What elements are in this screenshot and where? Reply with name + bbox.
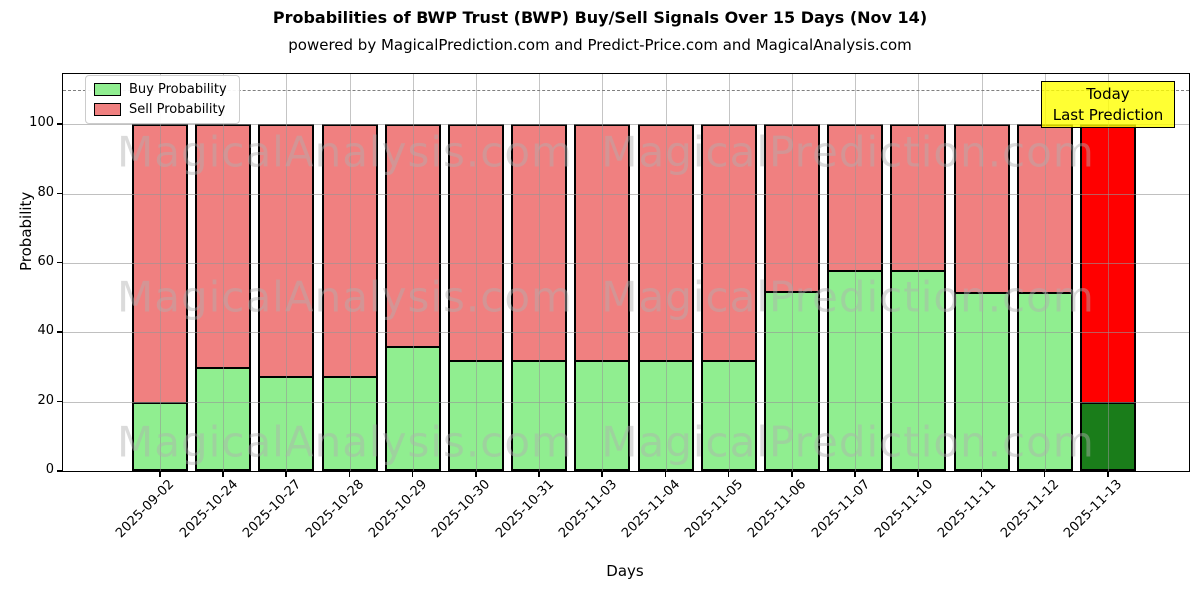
x-tick-label: 2025-10-28 — [303, 477, 368, 542]
gridline-vertical — [476, 74, 477, 471]
x-tick-label: 2025-10-30 — [429, 477, 494, 542]
gridline-vertical — [412, 74, 414, 471]
gridline-vertical — [855, 74, 857, 471]
legend-item-buy: Buy Probability — [94, 82, 227, 97]
legend-swatch-buy — [94, 83, 121, 96]
x-tick-mark — [538, 471, 540, 477]
x-tick-mark — [159, 471, 161, 477]
x-tick-mark — [601, 471, 603, 477]
legend-swatch-sell — [94, 103, 121, 116]
x-tick-mark — [1043, 471, 1046, 477]
x-tick-mark — [348, 471, 351, 477]
today-annotation-line2: Last Prediction — [1052, 105, 1164, 124]
x-tick-mark — [664, 471, 667, 477]
watermark-text: MagicalAnalysis.com — [117, 127, 573, 177]
x-tick-label: 2025-10-29 — [366, 477, 431, 542]
watermark-text: MagicalAnalysis.com — [117, 417, 573, 467]
gridline-vertical — [286, 74, 288, 471]
y-tick-mark — [57, 261, 62, 264]
y-tick-mark — [57, 331, 62, 333]
legend-label-buy: Buy Probability — [129, 82, 227, 97]
gridline-horizontal — [63, 262, 1189, 264]
x-tick-label: 2025-11-13 — [1061, 477, 1126, 542]
gridline-vertical — [223, 74, 225, 471]
chart-title: Probabilities of BWP Trust (BWP) Buy/Sel… — [272, 8, 928, 27]
y-tick-label: 80 — [37, 184, 54, 200]
x-tick-label: 2025-11-07 — [808, 477, 873, 542]
y-tick-label: 20 — [37, 392, 54, 408]
today-annotation-box: Today Last Prediction — [1041, 81, 1175, 128]
y-tick-label: 100 — [29, 115, 54, 131]
dashed-threshold-line — [63, 89, 1189, 91]
x-tick-label: 2025-10-31 — [492, 477, 557, 542]
legend-item-sell: Sell Probability — [94, 102, 227, 117]
gridline-vertical — [918, 74, 920, 471]
x-tick-mark — [917, 471, 919, 477]
legend: Buy Probability Sell Probability — [85, 75, 240, 124]
gridline-vertical — [665, 74, 667, 471]
x-tick-mark — [791, 471, 793, 477]
x-tick-mark — [727, 471, 730, 477]
x-tick-label: 2025-11-12 — [998, 477, 1063, 542]
gridline-vertical — [1044, 74, 1046, 471]
y-tick-label: 40 — [37, 323, 54, 339]
x-tick-label: 2025-10-24 — [176, 477, 241, 542]
x-tick-mark — [854, 471, 856, 477]
y-tick-mark — [57, 470, 62, 472]
gridline-vertical — [602, 74, 604, 471]
gridline-vertical — [981, 74, 983, 471]
y-tick-mark — [57, 192, 62, 195]
gridline-horizontal — [63, 124, 1189, 126]
watermark-text: MagicalPrediction.com — [601, 272, 1095, 322]
x-tick-mark — [475, 471, 477, 477]
chart-subtitle: powered by MagicalPrediction.com and Pre… — [288, 36, 912, 54]
legend-label-sell: Sell Probability — [129, 102, 226, 117]
y-tick-mark — [57, 123, 62, 125]
x-tick-label: 2025-11-06 — [745, 477, 810, 542]
plot-area — [62, 73, 1190, 472]
gridline-vertical — [160, 74, 161, 471]
x-tick-mark — [222, 471, 224, 477]
x-tick-label: 2025-11-10 — [871, 477, 937, 542]
x-tick-label: 2025-11-05 — [682, 477, 747, 542]
x-tick-label: 2025-11-03 — [555, 477, 621, 542]
gridline-vertical — [792, 74, 793, 471]
y-tick-mark — [57, 400, 62, 403]
x-tick-label: 2025-11-11 — [935, 477, 1000, 542]
x-tick-label: 2025-11-04 — [619, 477, 684, 542]
x-tick-mark — [285, 471, 287, 477]
x-axis-label: Days — [606, 562, 644, 580]
watermark-text: MagicalAnalysis.com — [117, 272, 573, 322]
x-tick-mark — [1107, 471, 1109, 477]
y-tick-label: 60 — [37, 253, 54, 269]
gridline-horizontal — [63, 332, 1189, 334]
x-tick-label: 2025-10-27 — [239, 477, 305, 542]
gridline-horizontal — [63, 401, 1189, 403]
watermark-text: MagicalPrediction.com — [601, 127, 1095, 177]
gridline-horizontal — [63, 193, 1189, 195]
watermark-text: MagicalPrediction.com — [601, 417, 1095, 467]
gridline-vertical — [539, 74, 541, 471]
y-tick-label: 0 — [45, 462, 54, 477]
gridline-vertical — [349, 74, 351, 471]
gridline-vertical — [1108, 74, 1109, 471]
today-annotation-line1: Today — [1086, 84, 1130, 103]
gridline-vertical — [728, 74, 730, 471]
x-tick-mark — [411, 471, 414, 477]
x-tick-mark — [980, 471, 983, 477]
x-tick-label: 2025-09-02 — [113, 477, 178, 542]
